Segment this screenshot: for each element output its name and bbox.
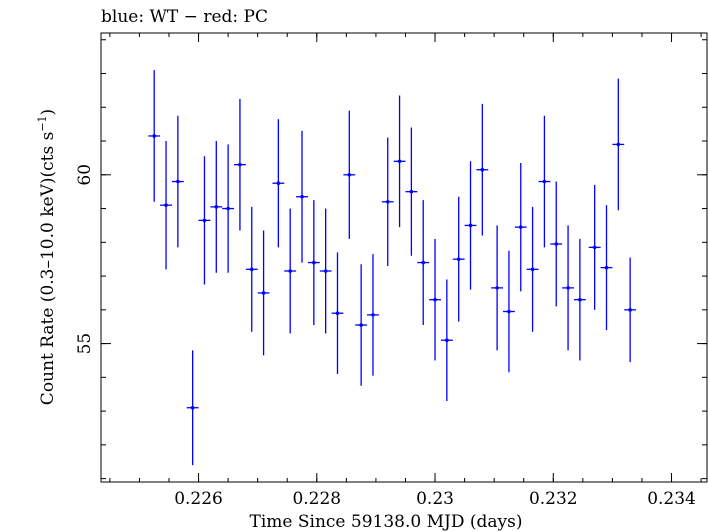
point-marker <box>409 189 414 194</box>
point-marker <box>628 308 632 312</box>
point-marker <box>214 205 219 209</box>
point-marker <box>530 267 535 272</box>
data-point <box>612 78 625 211</box>
x-axis-title: Time Since 59138.0 MJD (days) <box>250 512 523 532</box>
point-marker <box>566 286 570 290</box>
y-axis-title-exponent: −1 <box>36 115 49 131</box>
data-point <box>331 252 344 374</box>
data-point <box>307 200 320 326</box>
data-point <box>573 238 586 361</box>
data-point <box>550 181 563 307</box>
x-tick-label: 0.234 <box>647 489 696 509</box>
data-point <box>464 161 477 290</box>
point-marker <box>397 159 402 164</box>
y-axis-title: Count Rate (0.3–10.0 keV)(cts s−1) <box>36 109 58 405</box>
point-marker <box>421 260 426 265</box>
data-point <box>624 257 637 363</box>
point-marker <box>507 309 511 314</box>
point-marker <box>288 269 292 273</box>
point-marker <box>312 260 316 265</box>
data-point <box>429 238 441 361</box>
data-point <box>171 115 184 248</box>
data-point <box>234 98 246 231</box>
data-point <box>405 127 418 256</box>
point-marker <box>190 405 195 410</box>
data-point <box>210 141 223 273</box>
x-tick-label: 0.23 <box>416 489 454 509</box>
axis-ticks <box>101 33 707 482</box>
y-tick-label: 55 <box>75 333 95 355</box>
point-marker <box>385 199 390 204</box>
point-marker <box>261 291 266 295</box>
data-point <box>257 230 270 356</box>
plot-frame <box>100 32 708 483</box>
x-tick-label: 0.228 <box>292 489 341 509</box>
x-tick-label: 0.232 <box>529 489 578 509</box>
point-marker <box>152 134 157 138</box>
point-marker <box>276 181 281 186</box>
data-point <box>514 162 527 292</box>
data-point <box>476 103 489 236</box>
data-point <box>440 279 453 401</box>
point-marker <box>347 172 352 177</box>
x-tick-label: 0.226 <box>174 489 223 509</box>
point-marker <box>335 311 340 316</box>
data-point <box>417 200 430 326</box>
point-marker <box>592 245 597 250</box>
data-point <box>452 196 465 322</box>
y-tick-label: 60 <box>75 164 95 186</box>
data-point <box>600 205 613 331</box>
point-marker <box>445 338 449 343</box>
point-marker <box>480 167 485 172</box>
y-axis-title-tail: ) <box>38 109 58 116</box>
point-marker <box>468 223 473 228</box>
data-point <box>538 115 551 248</box>
point-marker <box>249 267 254 272</box>
point-marker <box>542 179 547 184</box>
data-point <box>491 225 504 351</box>
point-marker <box>616 142 621 147</box>
y-axis-title-main: Count Rate (0.3–10.0 keV)(cts s <box>38 132 58 406</box>
data-point <box>245 206 258 332</box>
data-points <box>148 70 637 466</box>
data-point <box>393 95 406 228</box>
data-point <box>319 208 332 334</box>
data-point <box>296 130 308 263</box>
data-point <box>198 156 211 285</box>
point-marker <box>456 257 461 261</box>
data-point <box>355 264 368 386</box>
point-marker <box>164 203 168 207</box>
data-point <box>562 225 574 351</box>
data-point <box>343 110 356 239</box>
data-point <box>284 208 297 334</box>
point-marker <box>226 206 230 211</box>
data-point <box>160 141 172 270</box>
point-marker <box>578 297 582 302</box>
point-marker <box>238 162 242 167</box>
point-marker <box>202 218 207 223</box>
point-marker <box>176 179 180 184</box>
point-marker <box>433 297 437 302</box>
point-marker <box>518 225 523 229</box>
data-point <box>222 144 235 273</box>
y-tick-labels: 55 60 <box>75 164 95 354</box>
data-point <box>526 206 539 332</box>
data-point <box>272 119 285 248</box>
point-marker <box>300 194 304 199</box>
point-marker <box>604 265 609 270</box>
x-tick-labels: 0.226 0.228 0.23 0.232 0.234 <box>174 489 696 509</box>
point-marker <box>371 313 375 317</box>
data-point <box>503 250 515 373</box>
data-point <box>381 137 394 266</box>
point-marker <box>359 323 363 327</box>
data-point <box>367 254 379 376</box>
data-point <box>588 184 601 310</box>
point-marker <box>495 286 499 290</box>
data-point <box>148 70 161 202</box>
point-marker <box>554 242 559 246</box>
point-marker <box>323 269 328 273</box>
data-point <box>186 350 199 466</box>
chart-title: blue: WT − red: PC <box>101 7 268 27</box>
